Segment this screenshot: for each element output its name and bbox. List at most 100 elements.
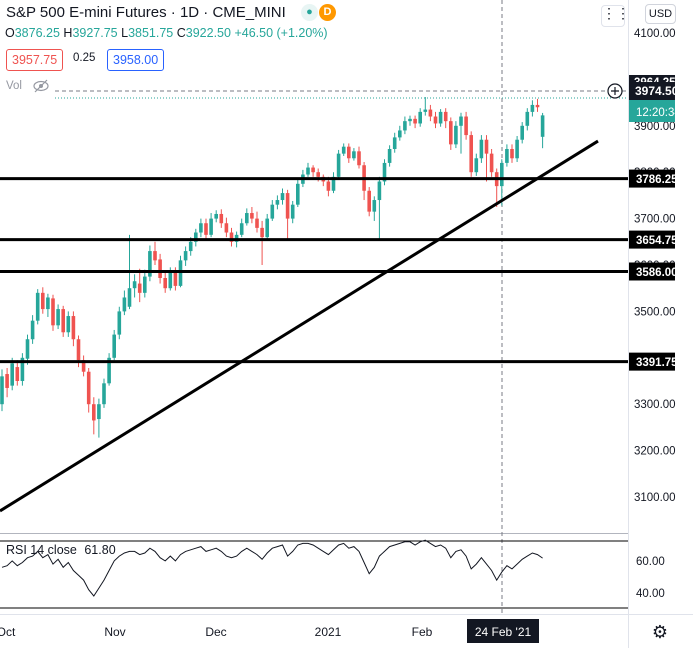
level-price-label: 3654.75 (636, 235, 678, 247)
status-indicator: ● (301, 4, 318, 21)
level-price-label-bg (629, 230, 675, 249)
candle-body (30, 320, 35, 340)
candle-body (71, 316, 76, 340)
time-axis-label: 2021 (315, 625, 342, 639)
candle-body (285, 193, 290, 219)
candle-body (214, 213, 218, 219)
spread-value: 0.25 (73, 52, 96, 64)
currency-button[interactable]: USD (645, 4, 676, 24)
candle-body (81, 360, 86, 372)
candle-body (540, 115, 545, 137)
candle-body (520, 125, 524, 140)
price-tick-label: 3900.00 (634, 121, 676, 133)
candle-body (188, 241, 193, 252)
candle-body (61, 309, 65, 333)
candle-body (194, 232, 198, 242)
candle-body (474, 158, 479, 173)
candle-body (97, 404, 101, 420)
candle-body (148, 251, 152, 277)
candle-body (510, 149, 514, 159)
candle-body (469, 135, 473, 173)
price-tick-label: 3300.00 (634, 399, 676, 411)
candle-body (347, 146, 351, 159)
crosshair-price-label-bg (629, 82, 675, 100)
price-tick-label: 3500.00 (634, 306, 676, 318)
candle-body (76, 339, 81, 361)
candle-body (20, 357, 25, 381)
price-tick-label: 3200.00 (634, 446, 676, 458)
price-tick-label: 3100.00 (634, 492, 676, 504)
eye-hidden-icon[interactable] (32, 79, 50, 93)
candle-body (199, 223, 203, 233)
level-price-label-bg (629, 352, 675, 371)
candle-body (306, 167, 310, 175)
candle-body (10, 363, 14, 386)
candle-body (255, 218, 259, 228)
candle-body (5, 374, 9, 388)
level-price-label: 3586.00 (636, 267, 678, 279)
level-price-label: 3391.75 (636, 357, 678, 369)
candle-body (56, 309, 60, 326)
candle-body (367, 190, 371, 212)
candle-body (484, 139, 489, 154)
candle-body (372, 200, 377, 212)
candle-body (535, 104, 540, 108)
candle-body (122, 297, 127, 312)
level-price-label: 3786.25 (636, 174, 678, 186)
candle-body (92, 404, 96, 421)
candle-body (449, 121, 453, 145)
candle-body (15, 367, 20, 381)
candle-body (382, 162, 387, 182)
candle-body (229, 232, 234, 242)
candle-body (296, 183, 300, 205)
candle-body (418, 111, 422, 124)
add-plus-icon-cross (611, 87, 619, 95)
candle-body (107, 357, 111, 384)
candle-body (178, 260, 183, 286)
candle-body (413, 118, 417, 124)
delay-badge: D (319, 4, 336, 21)
candle-body (265, 218, 269, 238)
candle-body (392, 137, 397, 149)
level-price-label-bg (629, 169, 675, 188)
ohlc-legend: O3876.25 H3927.75 L3851.75 C3922.50 +46.… (5, 26, 328, 40)
candle-body (505, 149, 509, 163)
time-axis-label: Nov (104, 625, 125, 639)
candle-body (479, 139, 484, 159)
symbol-title[interactable]: S&P 500 E-mini Futures · 1D · CME_MINI (6, 4, 286, 21)
candle-body (41, 292, 45, 310)
gear-icon[interactable]: ⚙ (651, 622, 669, 642)
candle-body (25, 339, 30, 359)
open-value: 3876.25 (14, 26, 60, 40)
volume-label: Vol (6, 80, 22, 92)
more-options-button[interactable]: ⋮⋮ (601, 5, 630, 27)
crosshair-time-label: 24 Feb '21 (475, 625, 532, 639)
low-value: 3851.75 (128, 26, 174, 40)
candle-body (311, 167, 315, 173)
buy-button[interactable]: 3958.00 (107, 49, 165, 71)
candle-body (112, 334, 116, 358)
candle-body (280, 193, 285, 201)
sell-button[interactable]: 3957.75 (6, 49, 64, 71)
rsi-tick-label: 40.00 (636, 588, 665, 600)
candle-body (275, 200, 280, 205)
close-label: C (176, 26, 186, 40)
candle-body (443, 111, 448, 122)
candle-body (387, 149, 392, 163)
trendline[interactable] (0, 139, 599, 513)
candle-body (183, 251, 188, 261)
candle-body (168, 271, 173, 289)
candle-body (403, 121, 407, 131)
candle-body (143, 276, 147, 293)
candle-body (219, 213, 224, 224)
rsi-value: 61.80 (84, 543, 116, 557)
candle-body (316, 172, 320, 177)
candle-body (438, 111, 443, 124)
candle-body (158, 259, 162, 278)
candle-body (428, 109, 433, 117)
candle-body (127, 288, 132, 307)
candle-body (204, 223, 208, 235)
candle-body (153, 251, 157, 261)
candle-body (352, 151, 356, 159)
